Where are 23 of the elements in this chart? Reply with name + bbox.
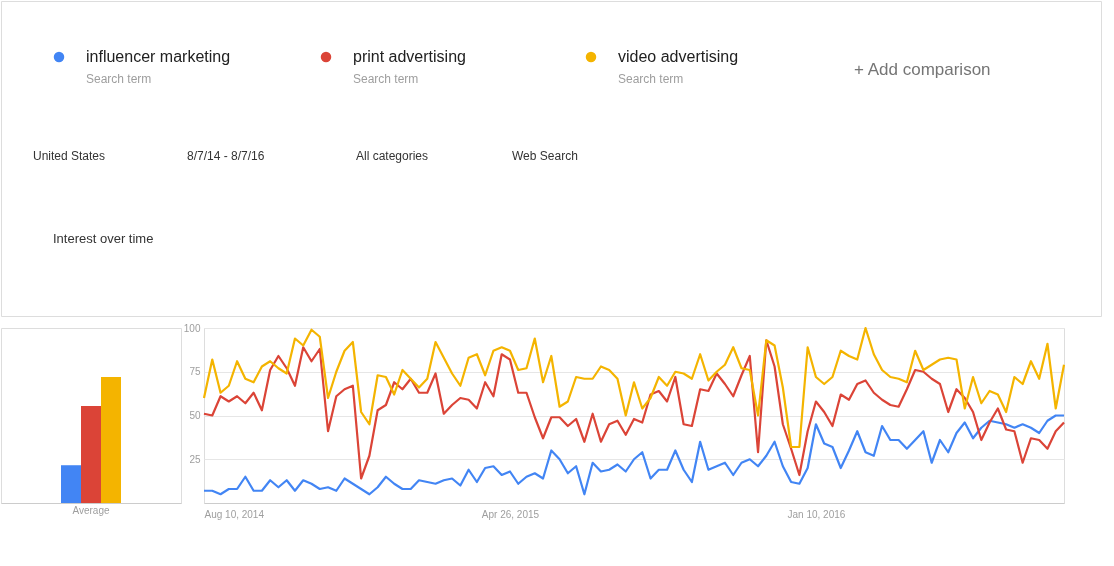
line-series (202, 414, 1066, 496)
text: + Add comparison (854, 60, 991, 79)
y-tick-label: 100 (183, 322, 201, 334)
line-series (202, 339, 1066, 480)
text: 8/7/14 - 8/7/16 (187, 149, 265, 163)
legend-label: print advertising (353, 48, 466, 65)
x-tick-label: Jan 10, 2016 (787, 508, 846, 520)
text: United States (33, 149, 106, 163)
x-tick-label: Apr 26, 2015 (481, 508, 540, 520)
legend-label: video advertising (618, 48, 739, 65)
text: All categories (356, 149, 429, 163)
line-series (202, 326, 1066, 449)
y-tick-label: 50 (189, 410, 201, 421)
legend-label: influencer marketing (86, 48, 231, 65)
text: Search term (618, 72, 684, 86)
text: Search term (86, 72, 152, 86)
x-tick-label: Average (72, 504, 110, 516)
x-tick-label: Aug 10, 2014 (204, 508, 265, 520)
chart-title: Interest over time (53, 231, 154, 246)
y-tick-label: 75 (189, 366, 201, 378)
text: Search term (353, 72, 419, 86)
y-tick-label: 25 (189, 453, 201, 465)
text: Web Search (512, 149, 578, 163)
